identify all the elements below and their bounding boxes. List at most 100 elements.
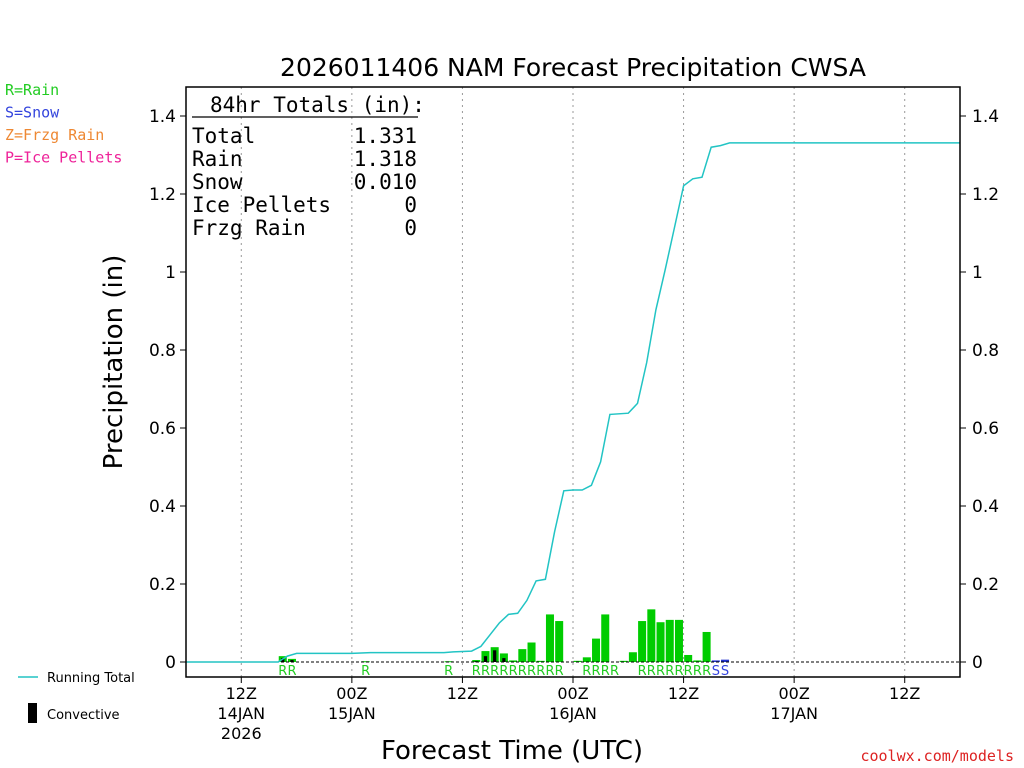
x-tick-date: 14JAN	[217, 704, 265, 723]
type-label: R	[610, 664, 619, 679]
totals-row-value: 0	[404, 193, 417, 217]
x-tick-label: 00Z	[336, 684, 367, 703]
type-label: R	[638, 664, 647, 679]
type-label: R	[684, 664, 693, 679]
y-tick-label-left: 1.4	[149, 107, 176, 127]
totals-row-value: 1.318	[354, 147, 417, 171]
x-tick-date: 16JAN	[549, 704, 597, 723]
y-tick-label-left: 0.2	[149, 575, 176, 595]
y-tick-label-left: 0.6	[149, 419, 176, 439]
precip-bar	[628, 652, 637, 662]
convective-legend-label: Convective	[47, 708, 120, 723]
type-label: R	[693, 664, 702, 679]
y-tick-label-right: 0	[972, 653, 983, 673]
totals-row-label: Frzg Rain	[192, 216, 306, 240]
type-label: R	[490, 664, 499, 679]
type-label: R	[481, 664, 490, 679]
x-tick-label: 12Z	[226, 684, 257, 703]
y-tick-label-left: 0	[165, 653, 176, 673]
vertical-grid-lines	[240, 87, 906, 677]
precip-bar	[721, 659, 730, 662]
precip-bar	[536, 660, 545, 662]
type-label: R	[361, 664, 370, 679]
type-legend-entry: P=Ice Pellets	[5, 149, 122, 167]
precip-bars	[278, 609, 730, 663]
precip-bar	[665, 619, 674, 662]
type-legend-entry: S=Snow	[5, 104, 60, 122]
series-legend: Running Total Convective	[18, 671, 135, 723]
type-label: R	[472, 664, 481, 679]
type-label: R	[499, 664, 508, 679]
precip-bar	[518, 649, 527, 662]
type-legend-entry: Z=Frzg Rain	[5, 126, 104, 144]
y-axis-left: 0 0.2 0.4 0.6 0.8 1 1.2 1.4	[149, 107, 186, 673]
y-tick-label-right: 0.8	[972, 341, 999, 361]
totals-box: 84hr Totals (in): Total 1.331 Rain 1.318 Sno…	[192, 93, 425, 240]
precip-bar	[656, 622, 665, 662]
precip-bar	[693, 660, 702, 662]
precip-bar	[472, 660, 481, 662]
totals-heading: 84hr Totals (in):	[210, 93, 425, 117]
precip-type-legend: R=Rain S=Snow Z=Frzg Rain P=Ice Pellets	[5, 81, 122, 167]
convective-bar	[281, 658, 285, 662]
type-label: R	[509, 664, 518, 679]
x-tick-label: 12Z	[668, 684, 699, 703]
y-axis-label: Precipitation (in)	[99, 255, 129, 470]
type-label: R	[527, 664, 536, 679]
type-legend-entry: R=Rain	[5, 81, 59, 99]
precip-bar	[702, 631, 711, 662]
y-tick-label-right: 0.2	[972, 575, 999, 595]
totals-row-value: 1.331	[354, 124, 417, 148]
type-label: R	[702, 664, 711, 679]
type-label: R	[601, 664, 610, 679]
precip-bar	[499, 653, 508, 662]
type-label: R	[674, 664, 683, 679]
convective-bar	[502, 658, 506, 662]
convective-bar	[483, 656, 488, 662]
type-label: R	[287, 664, 296, 679]
y-axis-right: 0 0.2 0.4 0.6 0.8 1 1.2 1.4	[960, 107, 999, 673]
totals-row-label: Ice Pellets	[192, 193, 331, 217]
type-label: R	[665, 664, 674, 679]
precip-bar	[619, 660, 628, 662]
precip-bar	[509, 660, 518, 662]
type-label: R	[555, 664, 564, 679]
y-tick-label-left: 0.8	[149, 341, 176, 361]
type-label: R	[647, 664, 656, 679]
x-tick-year: 2026	[221, 724, 262, 743]
x-tick-date: 17JAN	[770, 704, 818, 723]
precip-bar	[573, 660, 582, 662]
y-tick-label-left: 1.2	[149, 185, 176, 205]
chart-title: 2026011406 NAM Forecast Precipitation CW…	[280, 53, 866, 82]
precip-bar	[361, 661, 370, 663]
type-label: S	[721, 664, 729, 679]
precip-bar	[601, 614, 610, 662]
type-label: R	[545, 664, 554, 679]
type-label: R	[656, 664, 665, 679]
x-axis-label: Forecast Time (UTC)	[381, 736, 643, 766]
y-tick-label-right: 0.4	[972, 497, 999, 517]
totals-row-label: Rain	[192, 147, 243, 171]
convective-legend-swatch	[28, 703, 37, 723]
totals-row-value: 0.010	[354, 170, 417, 194]
type-label: R	[592, 664, 601, 679]
y-tick-label-right: 1.4	[972, 107, 999, 127]
precip-bar	[674, 619, 683, 662]
precip-bar	[711, 660, 720, 662]
y-tick-label-right: 1	[972, 263, 983, 283]
x-tick-label: 00Z	[778, 684, 809, 703]
precip-bar	[684, 654, 693, 662]
totals-row-label: Snow	[192, 170, 243, 194]
totals-row-label: Total	[192, 124, 255, 148]
running-total-line	[186, 142, 960, 663]
type-label: R	[518, 664, 527, 679]
x-tick-label: 12Z	[447, 684, 478, 703]
type-label: R	[444, 664, 453, 679]
y-tick-label-right: 1.2	[972, 185, 999, 205]
precip-bar	[638, 621, 647, 662]
running-total-legend-label: Running Total	[47, 671, 135, 686]
precip-bar	[555, 621, 564, 662]
